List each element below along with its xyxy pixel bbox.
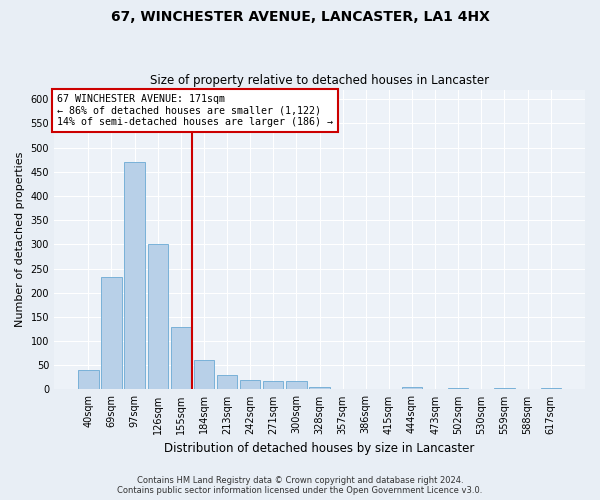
Text: 67 WINCHESTER AVENUE: 171sqm
← 86% of detached houses are smaller (1,122)
14% of: 67 WINCHESTER AVENUE: 171sqm ← 86% of de… <box>56 94 332 128</box>
X-axis label: Distribution of detached houses by size in Lancaster: Distribution of detached houses by size … <box>164 442 475 455</box>
Bar <box>78 370 98 390</box>
Bar <box>263 380 283 390</box>
Bar <box>286 380 307 390</box>
Bar <box>194 360 214 390</box>
Bar <box>541 388 561 390</box>
Bar <box>217 375 237 390</box>
Bar <box>101 277 122 390</box>
Bar <box>310 387 329 390</box>
Bar <box>170 326 191 390</box>
Bar <box>148 244 168 390</box>
Text: 67, WINCHESTER AVENUE, LANCASTER, LA1 4HX: 67, WINCHESTER AVENUE, LANCASTER, LA1 4H… <box>110 10 490 24</box>
Bar <box>494 388 515 390</box>
Title: Size of property relative to detached houses in Lancaster: Size of property relative to detached ho… <box>150 74 489 87</box>
Bar <box>448 388 469 390</box>
Bar <box>402 387 422 390</box>
Y-axis label: Number of detached properties: Number of detached properties <box>15 152 25 327</box>
Bar <box>240 380 260 390</box>
Text: Contains HM Land Registry data © Crown copyright and database right 2024.
Contai: Contains HM Land Registry data © Crown c… <box>118 476 482 495</box>
Bar <box>124 162 145 390</box>
